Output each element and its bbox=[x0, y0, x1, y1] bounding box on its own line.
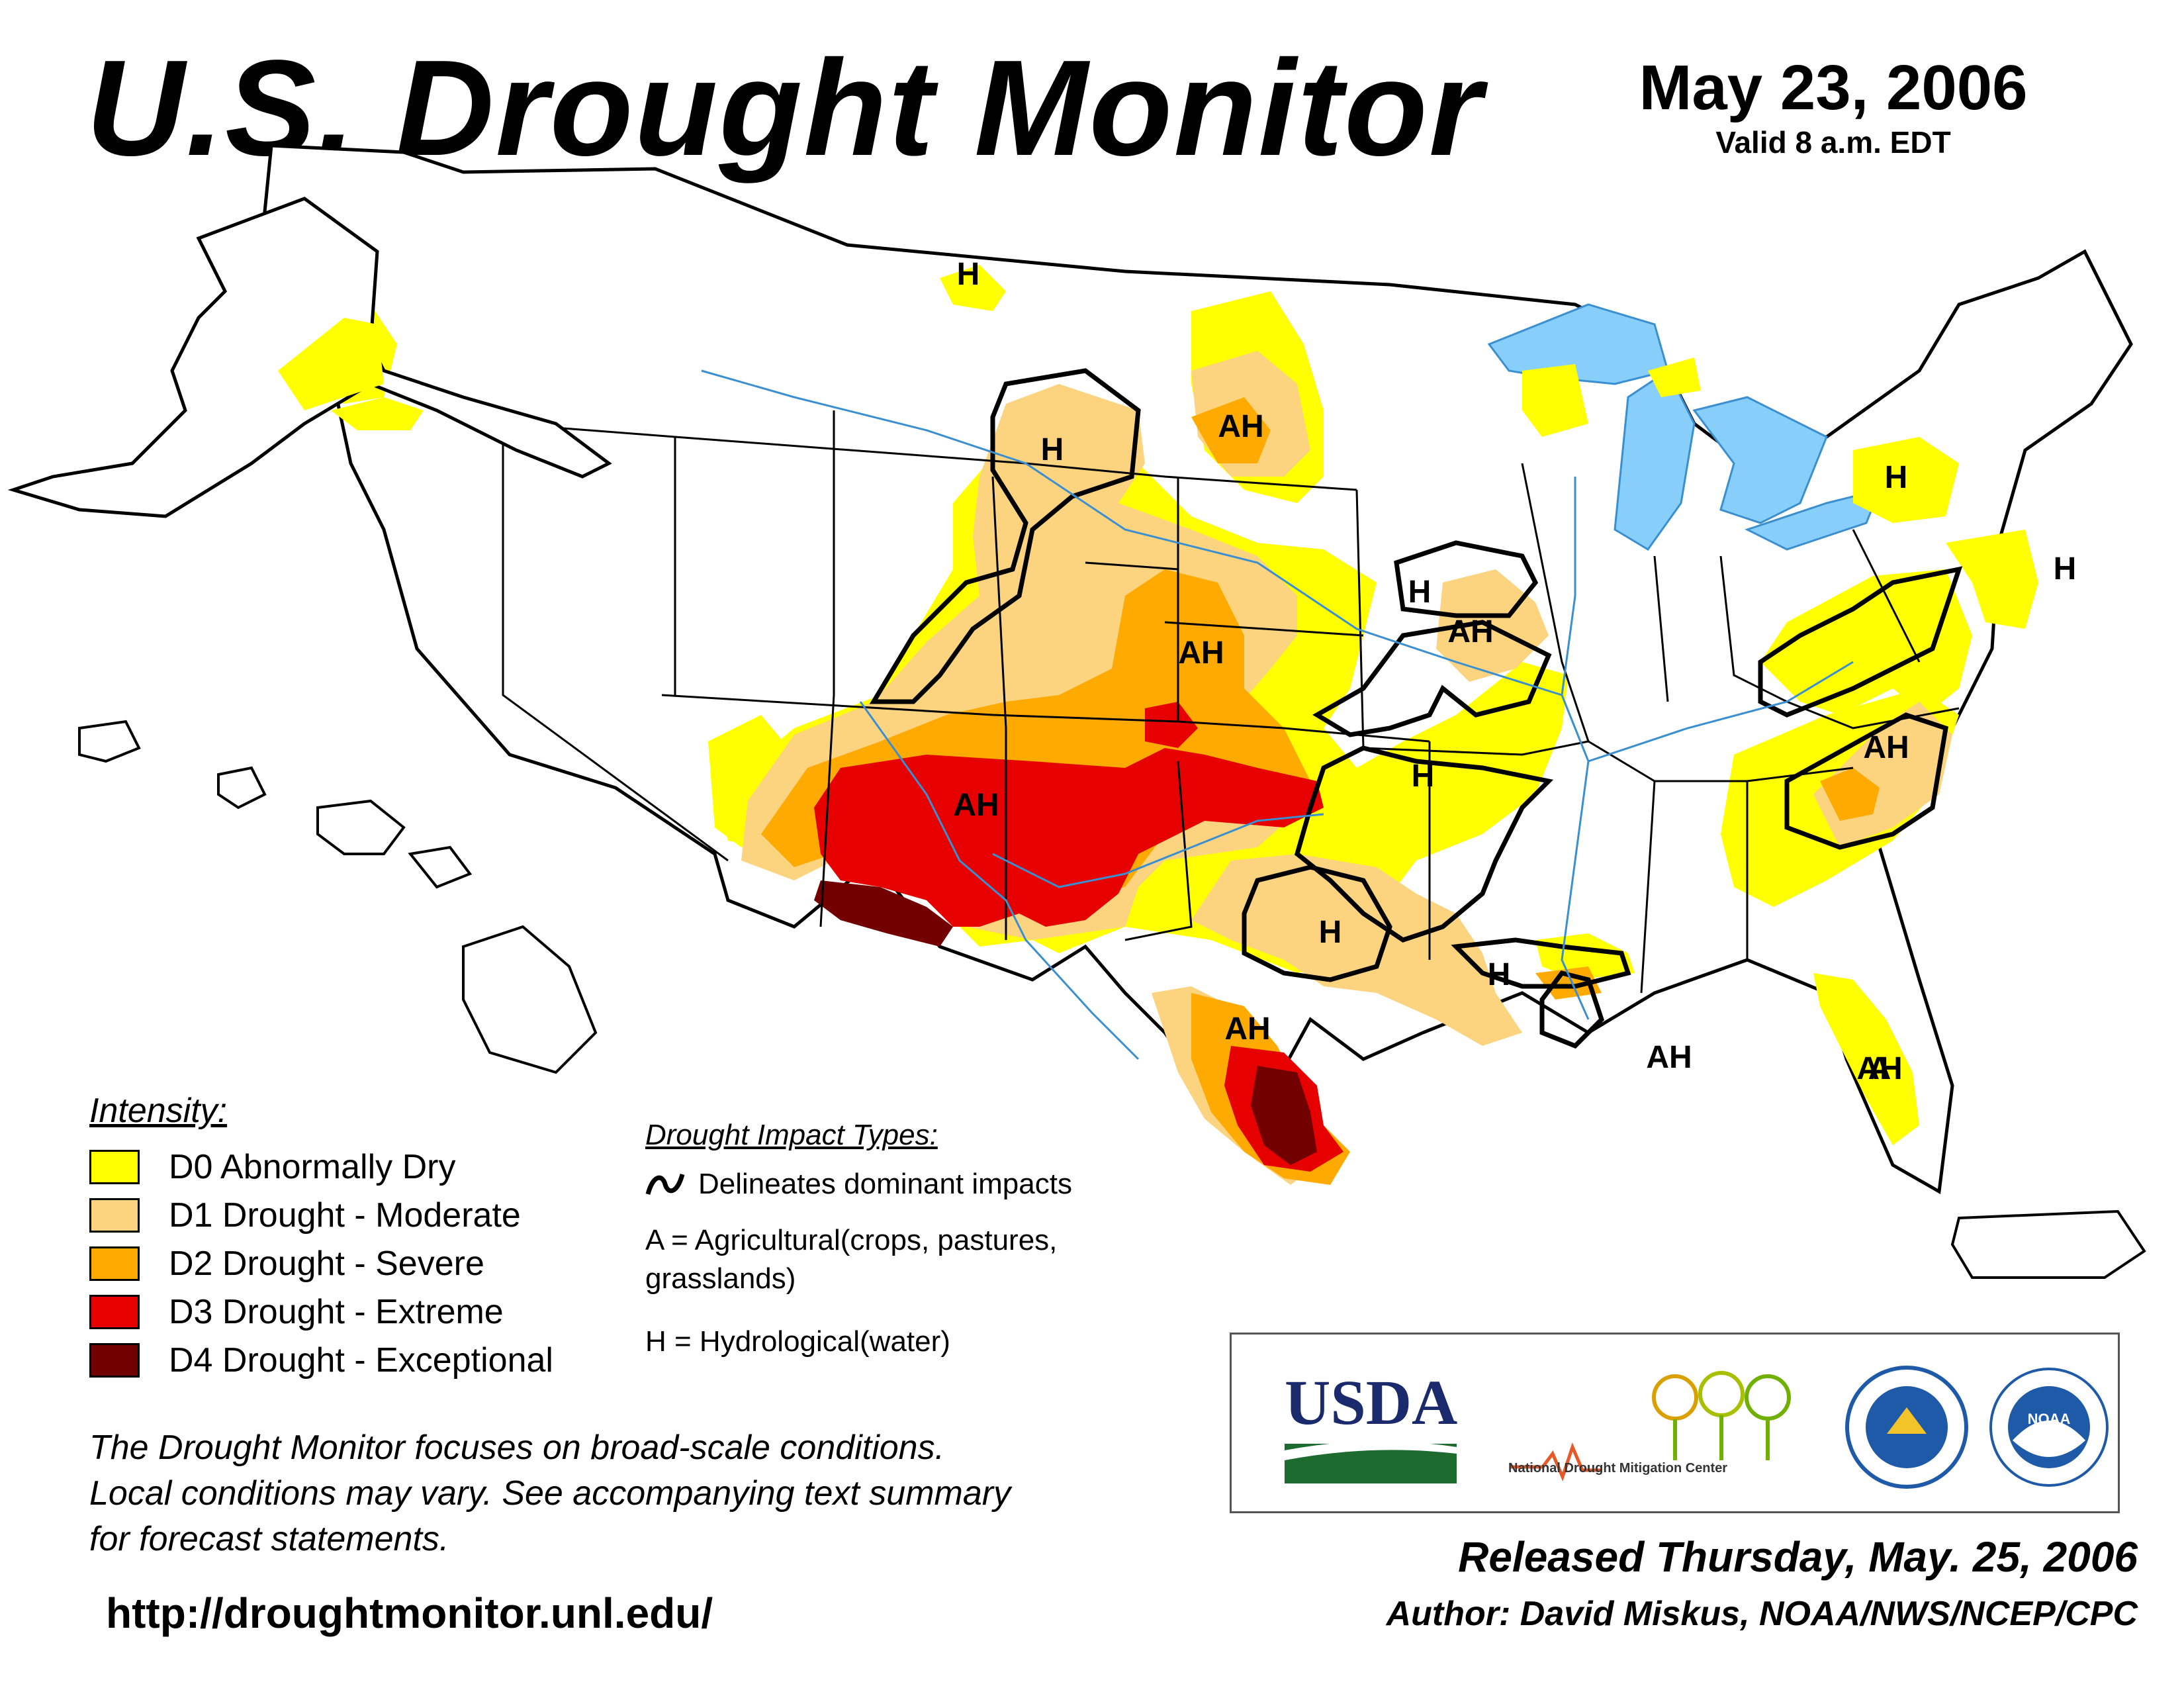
legend-heading: Intensity: bbox=[89, 1092, 228, 1130]
impact-label: AH bbox=[953, 788, 999, 823]
state-boundaries bbox=[502, 410, 1960, 994]
disclaimer-line-3: for forecast statements. bbox=[89, 1520, 449, 1559]
legend-swatch bbox=[89, 1246, 140, 1281]
impact-label: H bbox=[957, 257, 980, 292]
impact-delineation-row: Delineates dominant impacts bbox=[645, 1165, 1072, 1203]
legend-swatch bbox=[89, 1198, 140, 1233]
agri-line1: A = Agricultural(crops, pastures, bbox=[645, 1224, 1058, 1256]
partner-logos: USDA National Drought Mitigation Center … bbox=[1230, 1333, 2120, 1513]
impact-label: H bbox=[1885, 460, 1908, 495]
impact-labels: H H AH H AH AH H AH H H AH H H AH AH AH … bbox=[953, 257, 2076, 1086]
impact-label: H bbox=[1408, 575, 1432, 610]
legend-item-d1: D1 Drought - Moderate bbox=[89, 1196, 521, 1235]
impact-label: A bbox=[1868, 1051, 1891, 1086]
website-link[interactable]: http://droughtmonitor.unl.edu/ bbox=[106, 1589, 713, 1637]
author: Author: David Miskus, NOAA/NWS/NCEP/CPC bbox=[1386, 1595, 2138, 1633]
ndmc-logo: National Drought Mitigation Center bbox=[1508, 1371, 1791, 1482]
valid-time: Valid 8 a.m. EDT bbox=[1715, 125, 1951, 160]
disclaimer: The Drought Monitor focuses on broad-sca… bbox=[89, 1425, 1214, 1562]
legend-item-d4: D4 Drought - Exceptional bbox=[89, 1340, 553, 1380]
legend-swatch bbox=[89, 1150, 140, 1184]
impact-label: H bbox=[2054, 551, 2077, 586]
impact-label: H bbox=[1412, 759, 1435, 794]
legend-label: D3 Drought - Extreme bbox=[169, 1293, 504, 1331]
impact-label: H bbox=[1488, 957, 1511, 992]
impact-label: AH bbox=[1646, 1040, 1692, 1075]
legend-label: D4 Drought - Exceptional bbox=[169, 1341, 553, 1380]
legend-label: D2 Drought - Severe bbox=[169, 1244, 484, 1283]
hawaii-inset bbox=[78, 720, 598, 1074]
map-date: May 23, 2006 bbox=[1639, 52, 2028, 123]
noaa-logo: NOAA bbox=[1989, 1368, 2109, 1487]
impact-label: H bbox=[1041, 432, 1064, 467]
alaska-inset bbox=[7, 197, 612, 518]
agri-line2: grasslands) bbox=[645, 1262, 796, 1295]
legend-label: D1 Drought - Moderate bbox=[169, 1196, 521, 1235]
impact-types-heading: Drought Impact Types: bbox=[645, 1119, 938, 1151]
legend-item-d0: D0 Abnormally Dry bbox=[89, 1147, 455, 1187]
impact-label: AH bbox=[1224, 1011, 1270, 1047]
release-date: Released Thursday, May. 25, 2006 bbox=[1458, 1533, 2138, 1581]
legend-swatch bbox=[89, 1343, 140, 1378]
legend-item-d3: D3 Drought - Extreme bbox=[89, 1292, 504, 1332]
impact-label: AH bbox=[1447, 614, 1493, 649]
impact-label: AH bbox=[1856, 1051, 1902, 1086]
impact-delineation-label: Delineates dominant impacts bbox=[698, 1168, 1072, 1200]
rivers bbox=[701, 369, 1854, 1060]
d4-areas bbox=[814, 880, 1317, 1165]
legend-label: D0 Abnormally Dry bbox=[169, 1148, 456, 1186]
ndmc-logo-text: National Drought Mitigation Center bbox=[1508, 1461, 1727, 1476]
legend-item-d2: D2 Drought - Severe bbox=[89, 1244, 484, 1284]
impact-boundaries bbox=[869, 368, 1963, 1049]
department-of-commerce-seal-icon bbox=[1845, 1366, 1968, 1489]
usda-logo: USDA bbox=[1285, 1367, 1457, 1483]
impact-label: AH bbox=[1178, 635, 1224, 671]
disclaimer-line-1: The Drought Monitor focuses on broad-sca… bbox=[89, 1429, 945, 1467]
hydro-line: H = Hydrological(water) bbox=[645, 1325, 950, 1358]
impact-label: AH bbox=[1218, 409, 1263, 444]
puerto-rico-inset bbox=[1950, 1209, 2146, 1279]
legend-swatch bbox=[89, 1295, 140, 1329]
impact-label: AH bbox=[1863, 730, 1909, 765]
impact-label: H bbox=[1319, 915, 1342, 950]
usda-logo-text: USDA bbox=[1285, 1367, 1457, 1438]
delineation-line-icon bbox=[645, 1173, 685, 1195]
disclaimer-line-2: Local conditions may vary. See accompany… bbox=[89, 1474, 1011, 1513]
noaa-logo-text: NOAA bbox=[2028, 1411, 2071, 1427]
